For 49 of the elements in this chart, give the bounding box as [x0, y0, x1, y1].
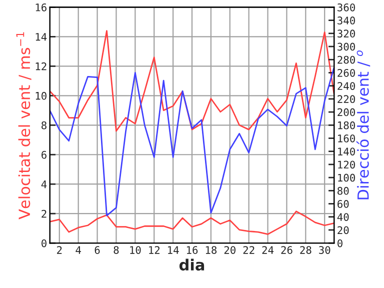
x-axis-title: dia: [179, 258, 204, 271]
y2-tick-label: 60: [338, 200, 349, 208]
y-tick-label: 12: [36, 62, 46, 70]
y2-axis-title: Direcció del vent / $^{o}$: [356, 50, 370, 200]
x-tick-label: 2: [57, 246, 62, 254]
x-tick-label: 14: [168, 246, 179, 254]
x-tick-label: 22: [243, 246, 254, 254]
y2-tick-label: 340: [338, 16, 355, 24]
y-axis-title: Velocitat del vent / ms$^{−1}$: [16, 32, 32, 220]
x-tick-label: 10: [130, 246, 141, 254]
x-tick-label: 16: [186, 246, 198, 254]
y2-tick-label: 0: [338, 239, 342, 248]
x-tick-label: 26: [281, 246, 292, 254]
y-tick-label: 6: [42, 150, 46, 159]
x-tick-label: 18: [206, 246, 217, 254]
y2-tick-label: 100: [338, 174, 355, 182]
y-tick-label: 8: [42, 121, 46, 130]
x-tick-label: 28: [300, 246, 312, 254]
y2-tick-label: 40: [337, 213, 349, 221]
y2-tick-label: 360: [338, 3, 355, 12]
x-tick-label: 4: [76, 246, 81, 254]
y-tick-label: 4: [41, 180, 47, 188]
y2-tick-label: 220: [338, 95, 355, 104]
y2-tick-label: 280: [338, 56, 355, 64]
x-tick-label: 12: [149, 246, 160, 254]
x-tick-label: 20: [224, 246, 236, 254]
line-series: [50, 30, 334, 132]
y2-tick-label: 180: [338, 121, 355, 130]
y2-tick-label: 120: [338, 160, 355, 169]
line-series: [50, 66, 334, 216]
y2-tick-label: 260: [338, 68, 355, 77]
y-tick-label: 2: [42, 210, 46, 218]
y2-tick-label: 160: [338, 134, 355, 142]
y2-tick-label: 140: [338, 148, 355, 156]
x-tick-label: 30: [319, 246, 330, 254]
y2-tick-label: 300: [338, 42, 355, 51]
y-tick-label: 14: [36, 33, 47, 41]
y-tick-label: 10: [36, 92, 46, 100]
y2-tick-label: 20: [338, 226, 349, 234]
x-tick-label: 8: [114, 246, 119, 254]
y2-tick-label: 240: [338, 82, 355, 90]
y-tick-label: 16: [36, 3, 46, 12]
x-tick-label: 24: [262, 246, 274, 254]
x-tick-label: 6: [94, 246, 100, 254]
y2-tick-label: 80: [338, 186, 349, 195]
y2-tick-label: 320: [338, 30, 355, 38]
y-tick-label: 0: [42, 239, 46, 248]
y2-tick-label: 200: [338, 108, 355, 116]
line-series: [50, 210, 334, 235]
